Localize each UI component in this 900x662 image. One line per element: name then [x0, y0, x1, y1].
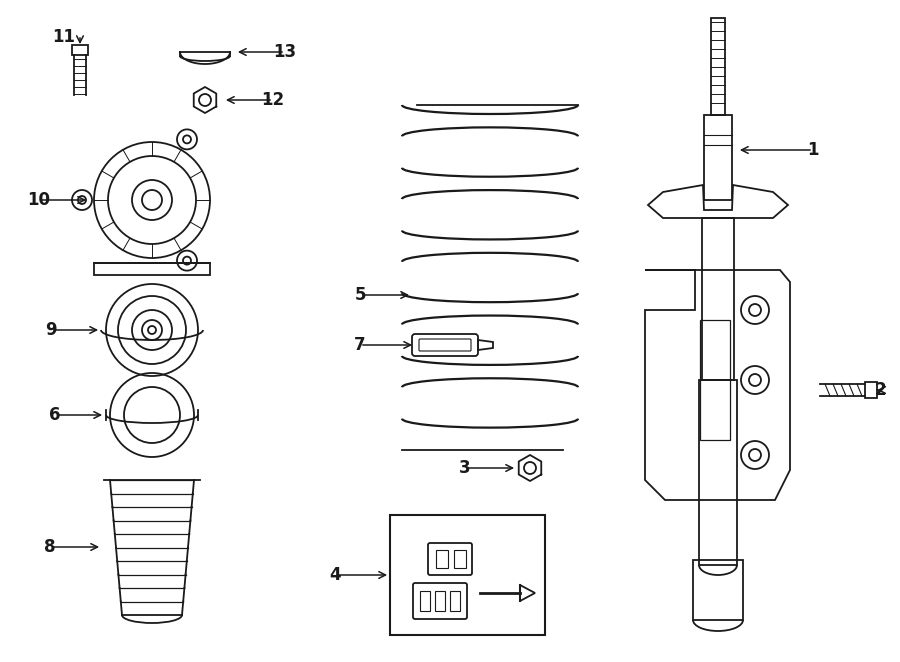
Bar [702, 218, 734, 380]
Text: 6: 6 [50, 406, 61, 424]
Bar [435, 591, 445, 611]
Text: 9: 9 [45, 321, 57, 339]
Bar [454, 550, 466, 568]
Text: 2: 2 [874, 381, 886, 399]
Bar [865, 382, 877, 398]
Text: 3: 3 [459, 459, 471, 477]
Bar [390, 515, 545, 635]
Bar [72, 45, 88, 55]
Text: 5: 5 [355, 286, 365, 304]
Text: 11: 11 [52, 28, 76, 46]
Bar [700, 320, 730, 440]
Bar [704, 115, 732, 200]
Text: 12: 12 [261, 91, 284, 109]
Bar [436, 550, 448, 568]
Text: 8: 8 [44, 538, 56, 556]
Bar [420, 591, 430, 611]
Text: 10: 10 [28, 191, 50, 209]
Bar [94, 263, 210, 275]
Bar [450, 591, 460, 611]
Text: 7: 7 [355, 336, 365, 354]
Text: 1: 1 [807, 141, 819, 159]
Bar [693, 560, 743, 620]
Text: 4: 4 [329, 566, 341, 584]
Bar [711, 18, 725, 115]
Text: 13: 13 [274, 43, 297, 61]
Bar [699, 380, 737, 565]
